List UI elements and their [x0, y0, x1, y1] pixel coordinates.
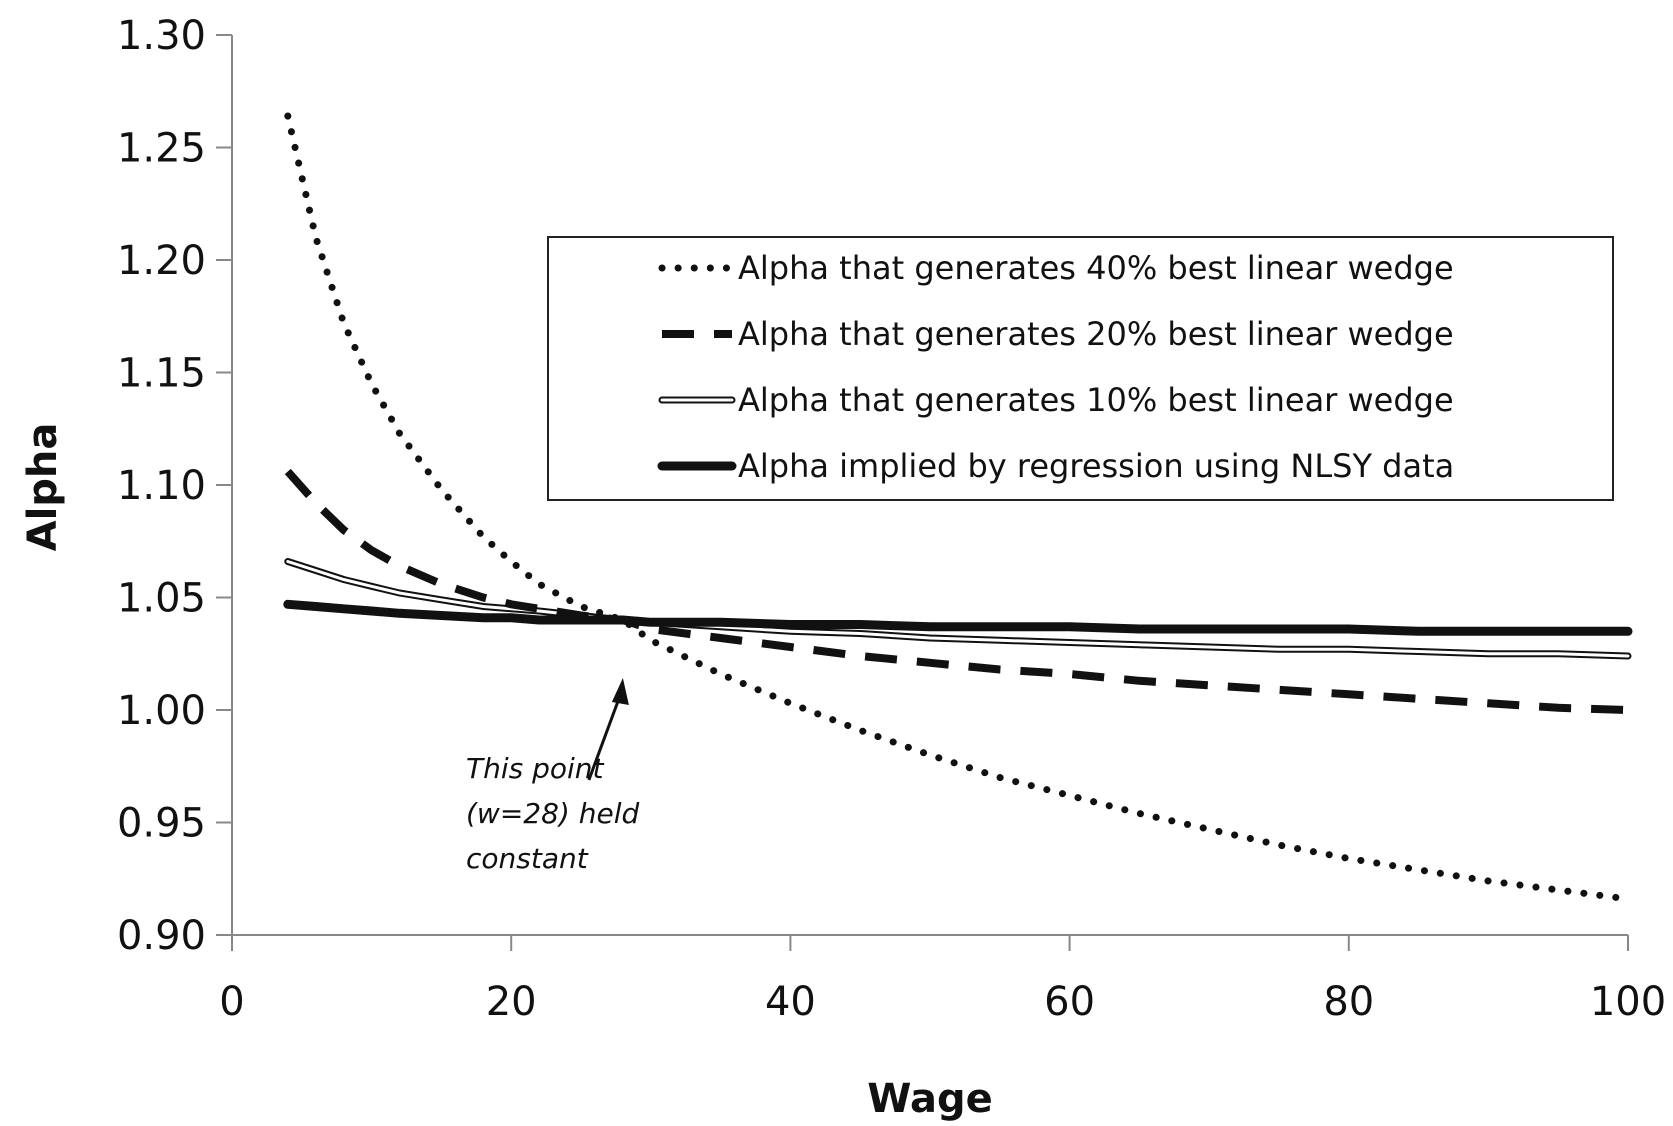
y-tick-label: 1.20 — [117, 238, 206, 284]
series-line — [284, 112, 1632, 903]
legend-item: Alpha that generates 10% best linear wed… — [658, 381, 1454, 419]
annotation-arrow-line — [587, 687, 625, 781]
x-tick-label: 40 — [765, 979, 816, 1025]
annotation-text: (w=28) held — [466, 797, 639, 830]
x-tick-label: 60 — [1044, 979, 1095, 1025]
legend-item: Alpha that generates 20% best linear wed… — [662, 315, 1454, 353]
series-line — [284, 558, 1632, 660]
x-tick-label: 0 — [219, 979, 244, 1025]
legend-label: Alpha that generates 10% best linear wed… — [738, 381, 1454, 419]
y-tick-label: 1.25 — [117, 126, 206, 172]
series-line-inner — [286, 560, 1630, 658]
legend-item: Alpha that generates 40% best linear wed… — [658, 249, 1454, 287]
annotation-text: constant — [466, 842, 589, 875]
x-tick-label: 80 — [1323, 979, 1374, 1025]
y-tick-label: 1.05 — [117, 576, 206, 622]
series-line — [284, 468, 1629, 714]
y-tick-label: 0.95 — [117, 801, 206, 847]
annotation-text: This point — [466, 752, 605, 785]
series-1 — [284, 112, 1632, 903]
x-tick-label: 20 — [486, 979, 537, 1025]
legend: Alpha that generates 40% best linear wed… — [547, 236, 1614, 501]
x-axis-title: Wage — [867, 1076, 992, 1122]
series-4 — [283, 599, 1633, 636]
x-tick-label: 100 — [1590, 979, 1666, 1025]
y-axis-title: Alpha — [20, 423, 66, 552]
axes: 0.90 0.95 1.00 1.05 1.10 1.15 1.20 1.25 1.30 0 20 4… — [117, 13, 1666, 1025]
annotation-layer: This point (w=28) held constant — [466, 678, 639, 875]
y-tick-label: 1.00 — [117, 688, 206, 734]
y-tick-label: 1.30 — [117, 13, 206, 59]
legend-item: Alpha implied by regression using NLSY d… — [657, 447, 1454, 485]
legend-box — [547, 236, 1614, 501]
series-layer — [283, 112, 1633, 903]
legend-label: Alpha that generates 20% best linear wed… — [738, 315, 1454, 353]
y-tick-label: 1.15 — [117, 351, 206, 397]
y-tick-label: 0.90 — [117, 913, 206, 959]
y-tick-label: 1.10 — [117, 463, 206, 509]
series-2 — [284, 468, 1629, 714]
annotation-arrowhead — [611, 678, 629, 705]
series-line — [283, 599, 1633, 636]
series-3 — [284, 558, 1632, 660]
legend-label: Alpha implied by regression using NLSY d… — [738, 447, 1454, 485]
legend-label: Alpha that generates 40% best linear wed… — [738, 249, 1454, 287]
